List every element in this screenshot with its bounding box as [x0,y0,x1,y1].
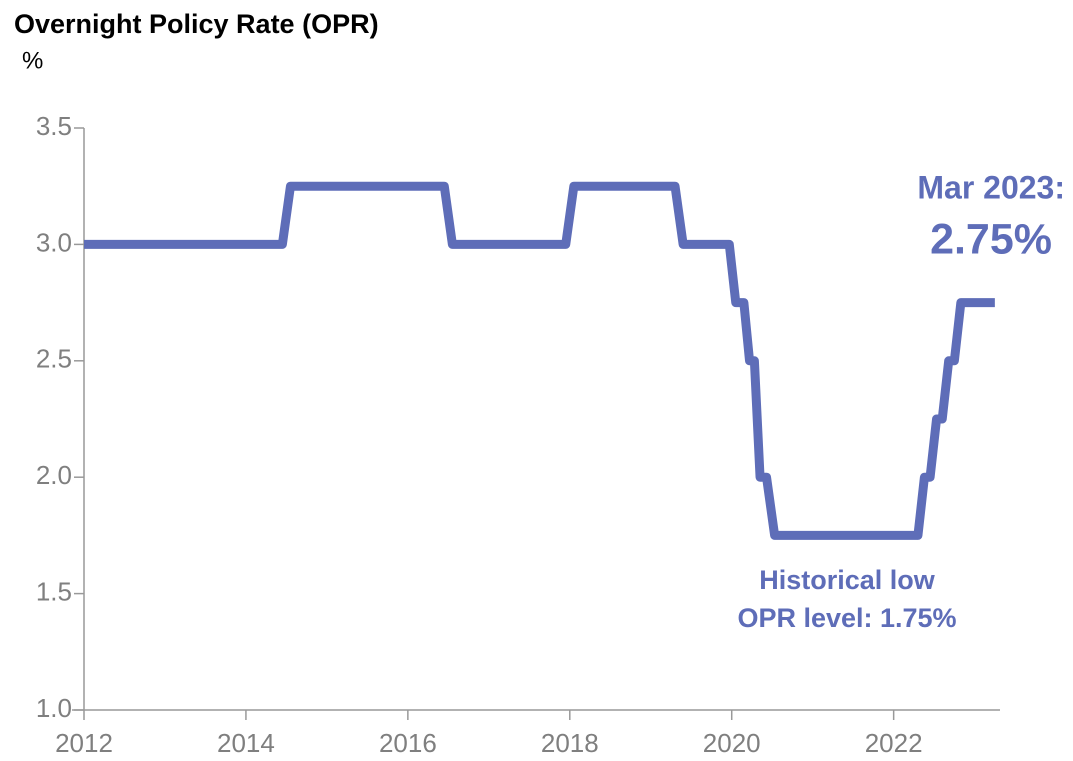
chart-title: Overnight Policy Rate (OPR) [14,9,379,39]
y-tick-label: 2.0 [36,460,72,490]
y-tick-label: 1.0 [36,693,72,723]
y-tick-label: 3.0 [36,227,72,257]
x-tick-label: 2014 [217,728,275,758]
annotation: Mar 2023: [917,169,1065,205]
x-tick-label: 2012 [55,728,113,758]
y-tick-label: 1.5 [36,576,72,606]
annotation: OPR level: 1.75% [737,603,956,633]
annotation: 2.75% [930,215,1052,263]
x-tick-label: 2018 [541,728,599,758]
line-series [84,181,995,540]
x-tick-label: 2022 [865,728,923,758]
y-tick-label: 3.5 [36,111,72,141]
y-axis-label: % [22,47,43,74]
y-tick-label: 2.5 [36,344,72,374]
x-tick-label: 2020 [703,728,761,758]
annotation: Historical low [759,565,936,595]
x-tick-label: 2016 [379,728,437,758]
